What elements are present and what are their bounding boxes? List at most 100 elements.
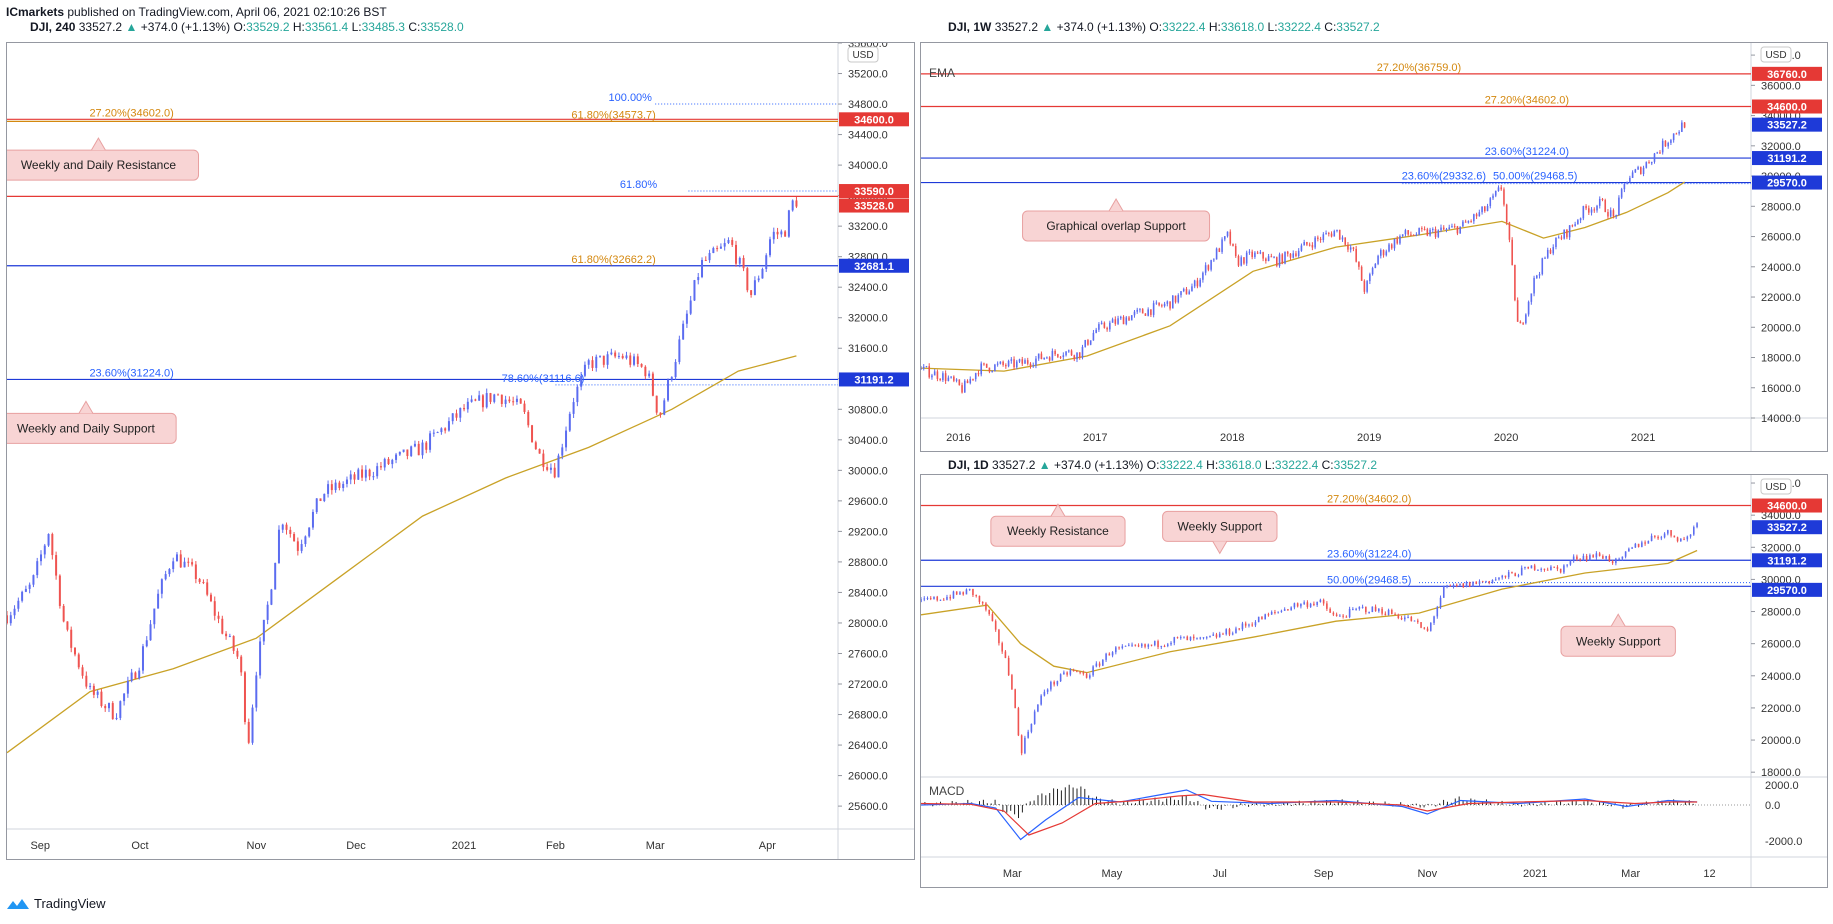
candle-body xyxy=(1360,266,1363,281)
candle-body xyxy=(262,619,265,642)
candle-body xyxy=(1228,629,1231,635)
candle-body xyxy=(1317,237,1319,239)
candle-body xyxy=(379,466,382,468)
candle-body xyxy=(1115,647,1117,653)
candle-body xyxy=(1153,641,1156,646)
candle-body xyxy=(55,555,58,576)
candle-body xyxy=(1196,637,1198,639)
candle-body xyxy=(1442,227,1445,230)
candle-body xyxy=(489,393,492,402)
candle-body xyxy=(1199,637,1202,639)
candle-body xyxy=(1235,628,1237,634)
candle-body xyxy=(784,231,787,237)
candle-body xyxy=(1358,606,1361,609)
candle-body xyxy=(1533,277,1535,294)
candle-body xyxy=(500,394,503,404)
candle-body xyxy=(553,467,556,478)
title-dji-1w: DJI, 1W 33527.2 ▲ +374.0 (+1.13%) O:3322… xyxy=(948,20,1380,34)
candle-body xyxy=(342,483,345,488)
candle-body xyxy=(1303,602,1305,604)
footer-brand[interactable]: TradingView xyxy=(34,896,106,911)
candle-body xyxy=(1497,187,1500,191)
candle-body xyxy=(1664,140,1667,147)
price-label: 34600.0 xyxy=(1767,102,1807,114)
candle-body xyxy=(1056,681,1059,685)
price-label-box xyxy=(1752,99,1822,114)
candle-body xyxy=(1423,627,1426,629)
candle-body xyxy=(1429,622,1432,631)
candle-body xyxy=(1358,261,1360,267)
panel-dji-1w[interactable]: 14000.0 16000.0 18000.0 20000.0 22000.0 24000… xyxy=(920,42,1828,452)
candle-body xyxy=(1212,634,1215,636)
candle-body xyxy=(51,534,54,556)
candle-body xyxy=(1399,236,1401,244)
title-dji-1d: DJI, 1D 33527.2 ▲ +374.0 (+1.13%) O:3322… xyxy=(948,458,1378,472)
candle-body xyxy=(655,395,658,413)
candle-body xyxy=(1248,251,1251,253)
candle-body xyxy=(1257,616,1260,623)
candle-body xyxy=(1384,613,1387,616)
candle-body xyxy=(1223,236,1226,240)
chart-dji-240[interactable]: 25600.0 26000.0 26400.0 26800.0 27200.0 27600… xyxy=(0,38,914,859)
candle-body xyxy=(327,484,330,494)
candle-body xyxy=(1571,225,1574,227)
candle-body xyxy=(1259,252,1262,254)
price-label-box xyxy=(1752,582,1822,597)
panel-dji-1d[interactable]: 18000.0 20000.0 22000.0 24000.0 26000.0 28000… xyxy=(920,474,1828,888)
y-tick-label: 34400.0 xyxy=(848,130,888,142)
candle-body xyxy=(1590,209,1593,213)
candle-body xyxy=(119,701,122,718)
candle-body xyxy=(1032,365,1035,367)
candle-body xyxy=(1030,723,1033,732)
candle-body xyxy=(549,467,552,470)
panel-dji-240[interactable]: 25600.0 26000.0 26400.0 26800.0 27200.0 27600… xyxy=(0,38,915,860)
candle-body xyxy=(746,268,749,291)
x-tick-label: Oct xyxy=(131,840,148,852)
candle-body xyxy=(89,685,92,687)
candle-body xyxy=(73,647,76,655)
candle-body xyxy=(1566,564,1568,566)
author-name[interactable]: ICmarkets xyxy=(6,5,65,19)
candle-body xyxy=(1530,565,1533,569)
candle-body xyxy=(1618,558,1620,560)
candle-body xyxy=(100,691,103,706)
price-label: 36760.0 xyxy=(1767,69,1807,81)
candle-body xyxy=(36,561,39,576)
candle-body xyxy=(1369,274,1371,282)
candle-body xyxy=(1170,642,1172,645)
candle-body xyxy=(1363,280,1366,292)
candle-body xyxy=(1182,288,1185,292)
chart-dji-1w[interactable]: 14000.0 16000.0 18000.0 20000.0 22000.0 24000… xyxy=(920,43,1827,451)
candle-body xyxy=(9,615,12,624)
candle-body xyxy=(168,569,171,575)
up-arrow-icon: ▲ xyxy=(1038,458,1051,472)
chart-dji-1d[interactable]: 18000.0 20000.0 22000.0 24000.0 26000.0 28000… xyxy=(920,475,1827,887)
x-tick-label: 2021 xyxy=(452,840,476,852)
candle-body xyxy=(1284,251,1286,264)
candle-body xyxy=(1106,327,1108,330)
x-tick-label: Nov xyxy=(247,840,267,852)
candle-body xyxy=(1069,670,1072,675)
candle-body xyxy=(345,479,348,484)
candle-body xyxy=(1563,229,1565,239)
candle-body xyxy=(565,430,568,448)
candle-body xyxy=(1339,615,1341,617)
candle-body xyxy=(1598,553,1601,556)
candle-body xyxy=(43,545,46,555)
candle-body xyxy=(1503,189,1505,205)
candle-body xyxy=(928,366,931,378)
candle-body xyxy=(130,672,133,681)
candle-body xyxy=(1484,206,1486,212)
candle-body xyxy=(1004,651,1007,658)
candle-body xyxy=(463,407,466,410)
candle-body xyxy=(1678,131,1680,134)
candle-body xyxy=(1289,253,1292,258)
annotation-callout: Weekly Resistance xyxy=(990,503,1126,547)
candle-body xyxy=(175,554,178,562)
candle-body xyxy=(1462,221,1464,227)
candle-body xyxy=(1421,228,1423,230)
candle-body xyxy=(361,469,364,478)
candle-body xyxy=(731,239,734,245)
x-tick-label: 2021 xyxy=(1631,432,1655,444)
candle-body xyxy=(429,433,432,450)
